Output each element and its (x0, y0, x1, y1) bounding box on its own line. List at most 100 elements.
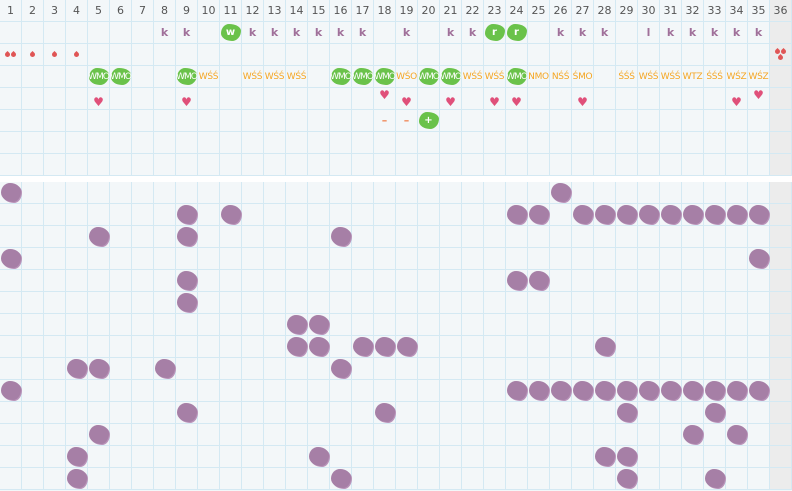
grid-cell[interactable] (770, 248, 792, 270)
grid-cell[interactable] (660, 248, 682, 270)
grid-cell[interactable]: WŚŚ (660, 66, 682, 88)
grid-cell[interactable] (44, 110, 66, 132)
grid-cell[interactable] (638, 182, 660, 204)
grid-cell[interactable] (132, 270, 154, 292)
grid-cell[interactable] (308, 44, 330, 66)
grid-cell[interactable] (66, 292, 88, 314)
grid-cell[interactable] (220, 402, 242, 424)
grid-cell[interactable] (462, 132, 484, 154)
grid-cell[interactable] (264, 380, 286, 402)
grid-cell[interactable] (66, 248, 88, 270)
grid-cell[interactable] (308, 204, 330, 226)
grid-cell[interactable] (748, 446, 770, 468)
grid-cell[interactable] (264, 446, 286, 468)
grid-cell[interactable] (154, 110, 176, 132)
grid-cell[interactable] (638, 88, 660, 110)
grid-cell[interactable] (638, 314, 660, 336)
code-label[interactable]: WŚŚ (660, 71, 681, 82)
grid-cell[interactable] (484, 204, 506, 226)
grid-cell[interactable] (220, 66, 242, 88)
grid-cell[interactable]: ♥ (748, 88, 770, 110)
grid-cell[interactable] (418, 402, 440, 424)
grid-cell[interactable] (198, 132, 220, 154)
grid-cell[interactable] (660, 132, 682, 154)
grid-cell[interactable] (748, 402, 770, 424)
grid-cell[interactable] (506, 132, 528, 154)
grid-cell[interactable] (352, 380, 374, 402)
grid-cell[interactable] (726, 336, 748, 358)
grid-cell[interactable] (440, 380, 462, 402)
grid-cell[interactable] (506, 336, 528, 358)
grid-cell[interactable] (44, 424, 66, 446)
grid-cell[interactable] (726, 132, 748, 154)
letter-token[interactable]: k (402, 26, 411, 39)
grid-cell[interactable] (242, 154, 264, 176)
grid-cell[interactable] (0, 132, 22, 154)
letter-token[interactable]: l (646, 26, 651, 39)
grid-cell[interactable] (110, 88, 132, 110)
grid-cell[interactable] (682, 204, 704, 226)
heart-icon[interactable]: ♥ (577, 94, 588, 109)
grid-cell[interactable] (572, 424, 594, 446)
grid-cell[interactable] (528, 110, 550, 132)
grid-cell[interactable] (374, 204, 396, 226)
grid-cell[interactable] (220, 44, 242, 66)
purple-blob[interactable] (330, 359, 351, 378)
grid-cell[interactable] (176, 358, 198, 380)
grid-cell[interactable] (594, 314, 616, 336)
grid-cell[interactable] (528, 44, 550, 66)
grid-cell[interactable] (638, 44, 660, 66)
grid-cell[interactable] (110, 446, 132, 468)
grid-cell[interactable] (572, 248, 594, 270)
grid-cell[interactable] (330, 292, 352, 314)
grid-cell[interactable] (154, 270, 176, 292)
grid-cell[interactable] (506, 402, 528, 424)
grid-cell[interactable] (330, 358, 352, 380)
grid-cell[interactable] (264, 88, 286, 110)
grid-cell[interactable] (770, 446, 792, 468)
purple-blob[interactable] (682, 425, 703, 444)
grid-cell[interactable] (462, 402, 484, 424)
letter-token[interactable]: k (336, 26, 345, 39)
grid-cell[interactable] (550, 132, 572, 154)
purple-blob[interactable] (396, 337, 417, 356)
grid-cell[interactable] (242, 358, 264, 380)
grid-cell[interactable] (748, 248, 770, 270)
grid-cell[interactable] (242, 248, 264, 270)
grid-cell[interactable]: NŚŚ (550, 66, 572, 88)
grid-cell[interactable] (682, 226, 704, 248)
grid-cell[interactable] (88, 270, 110, 292)
grid-cell[interactable] (22, 44, 44, 66)
grid-cell[interactable] (770, 88, 792, 110)
grid-cell[interactable] (484, 270, 506, 292)
purple-blob[interactable] (616, 403, 637, 422)
grid-cell[interactable] (154, 44, 176, 66)
grid-cell[interactable] (528, 424, 550, 446)
grid-cell[interactable] (132, 154, 154, 176)
grid-cell[interactable] (242, 336, 264, 358)
green-code-badge[interactable]: WMO (418, 68, 440, 85)
grid-cell[interactable] (484, 182, 506, 204)
grid-cell[interactable] (440, 248, 462, 270)
grid-cell[interactable] (308, 88, 330, 110)
grid-cell[interactable] (550, 402, 572, 424)
grid-cell[interactable]: k (704, 22, 726, 44)
grid-cell[interactable] (638, 424, 660, 446)
grid-cell[interactable] (506, 424, 528, 446)
grid-cell[interactable] (550, 358, 572, 380)
grid-cell[interactable] (506, 270, 528, 292)
grid-cell[interactable] (44, 22, 66, 44)
grid-cell[interactable] (330, 380, 352, 402)
purple-blob[interactable] (286, 337, 307, 356)
grid-cell[interactable] (528, 314, 550, 336)
grid-cell[interactable] (330, 446, 352, 468)
grid-cell[interactable] (506, 446, 528, 468)
grid-cell[interactable] (682, 132, 704, 154)
code-label[interactable]: ŚŚŚ (618, 71, 635, 82)
grid-cell[interactable] (330, 402, 352, 424)
grid-cell[interactable] (638, 336, 660, 358)
grid-cell[interactable] (286, 248, 308, 270)
grid-cell[interactable] (660, 424, 682, 446)
grid-cell[interactable] (44, 88, 66, 110)
grid-cell[interactable] (484, 468, 506, 490)
